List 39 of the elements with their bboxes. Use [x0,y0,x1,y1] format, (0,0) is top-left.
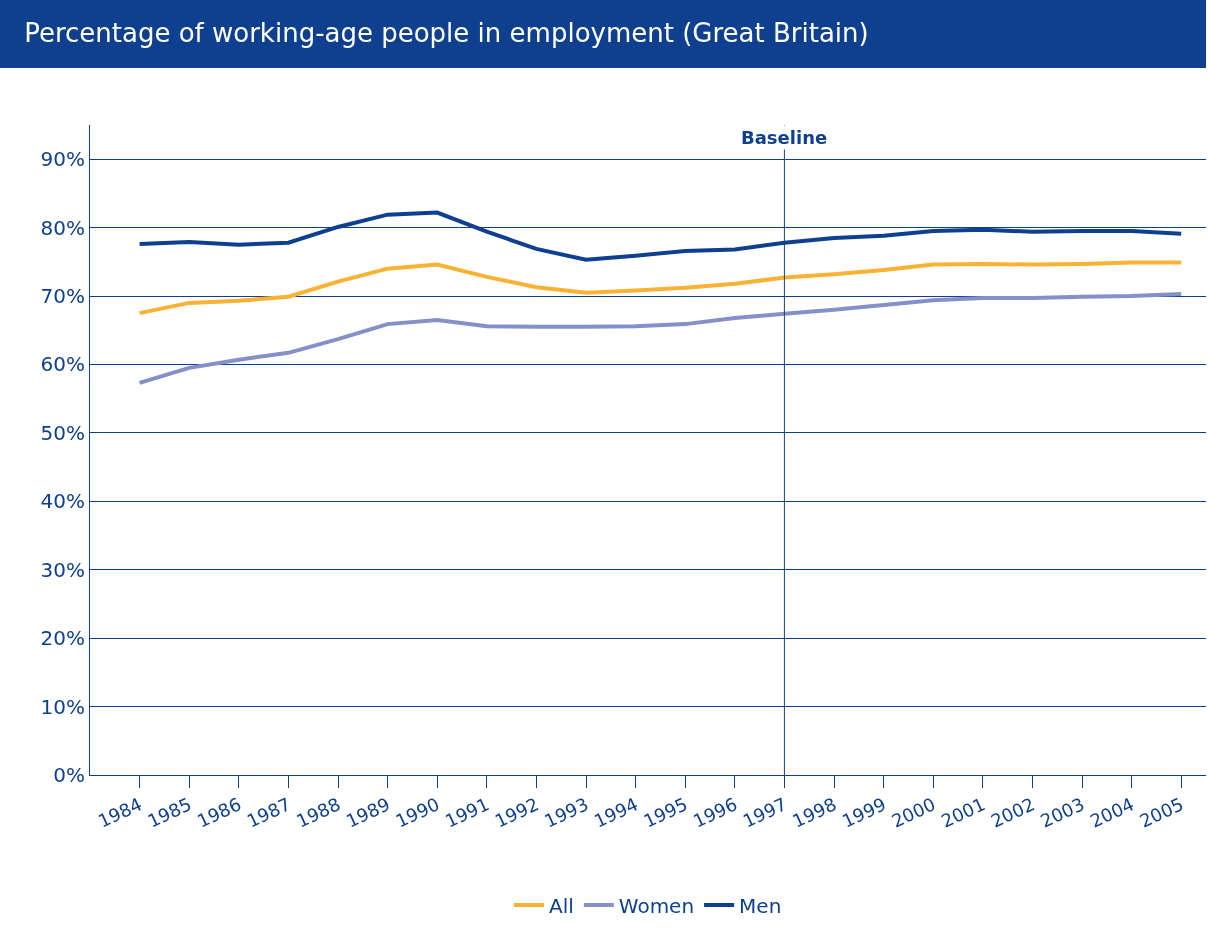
ref-line-label: Baseline [741,127,828,148]
x-tick-label: 1990 [392,793,443,832]
x-tick-label: 2000 [888,793,939,832]
x-tick-label: 1995 [640,793,691,832]
y-tick-label: 70% [40,284,85,309]
x-tick-label: 1984 [94,793,146,832]
y-tick-label: 30% [40,557,85,582]
line-series [137,292,1184,385]
y-tick-label: 80% [40,215,85,240]
x-tick-label: 2003 [1037,793,1088,832]
y-tick-label: 40% [40,489,85,514]
y-tick-label: 0% [53,763,85,787]
y-tick-label: 90% [40,147,85,172]
x-tick-label: 1991 [441,793,493,832]
x-tick-label: 1992 [491,793,542,832]
x-tick-label: 1987 [243,793,294,832]
x-tick-label: 2001 [937,793,989,832]
x-tick-label: 1998 [789,793,840,832]
x-tick-label: 1993 [541,793,592,832]
x-tick-label: 1999 [838,793,890,832]
x-tick-label: 1989 [342,793,394,832]
y-tick-label: 60% [40,352,85,377]
line-series [137,260,1184,316]
x-tick-label: 1988 [293,793,344,832]
chart-title: Percentage of working-age people in employment (Great Britain) [24,18,869,49]
legend-label: Men [739,893,782,918]
x-tick-label: 1996 [689,793,741,832]
x-tick-label: 2004 [1086,793,1138,832]
y-tick-label: 20% [40,626,85,651]
x-tick-label: 1986 [193,793,245,832]
x-tick-label: 1994 [590,793,642,832]
x-tick-label: 2005 [1136,793,1187,832]
x-tick-label: 1985 [144,793,195,832]
legend-label: All [549,893,574,918]
legend-label: Women [618,893,695,918]
x-tick-label: 1997 [739,793,790,832]
x-tick-label: 2002 [987,793,1038,832]
y-tick-label: 50% [40,420,85,445]
y-tick-label: 10% [40,694,85,719]
